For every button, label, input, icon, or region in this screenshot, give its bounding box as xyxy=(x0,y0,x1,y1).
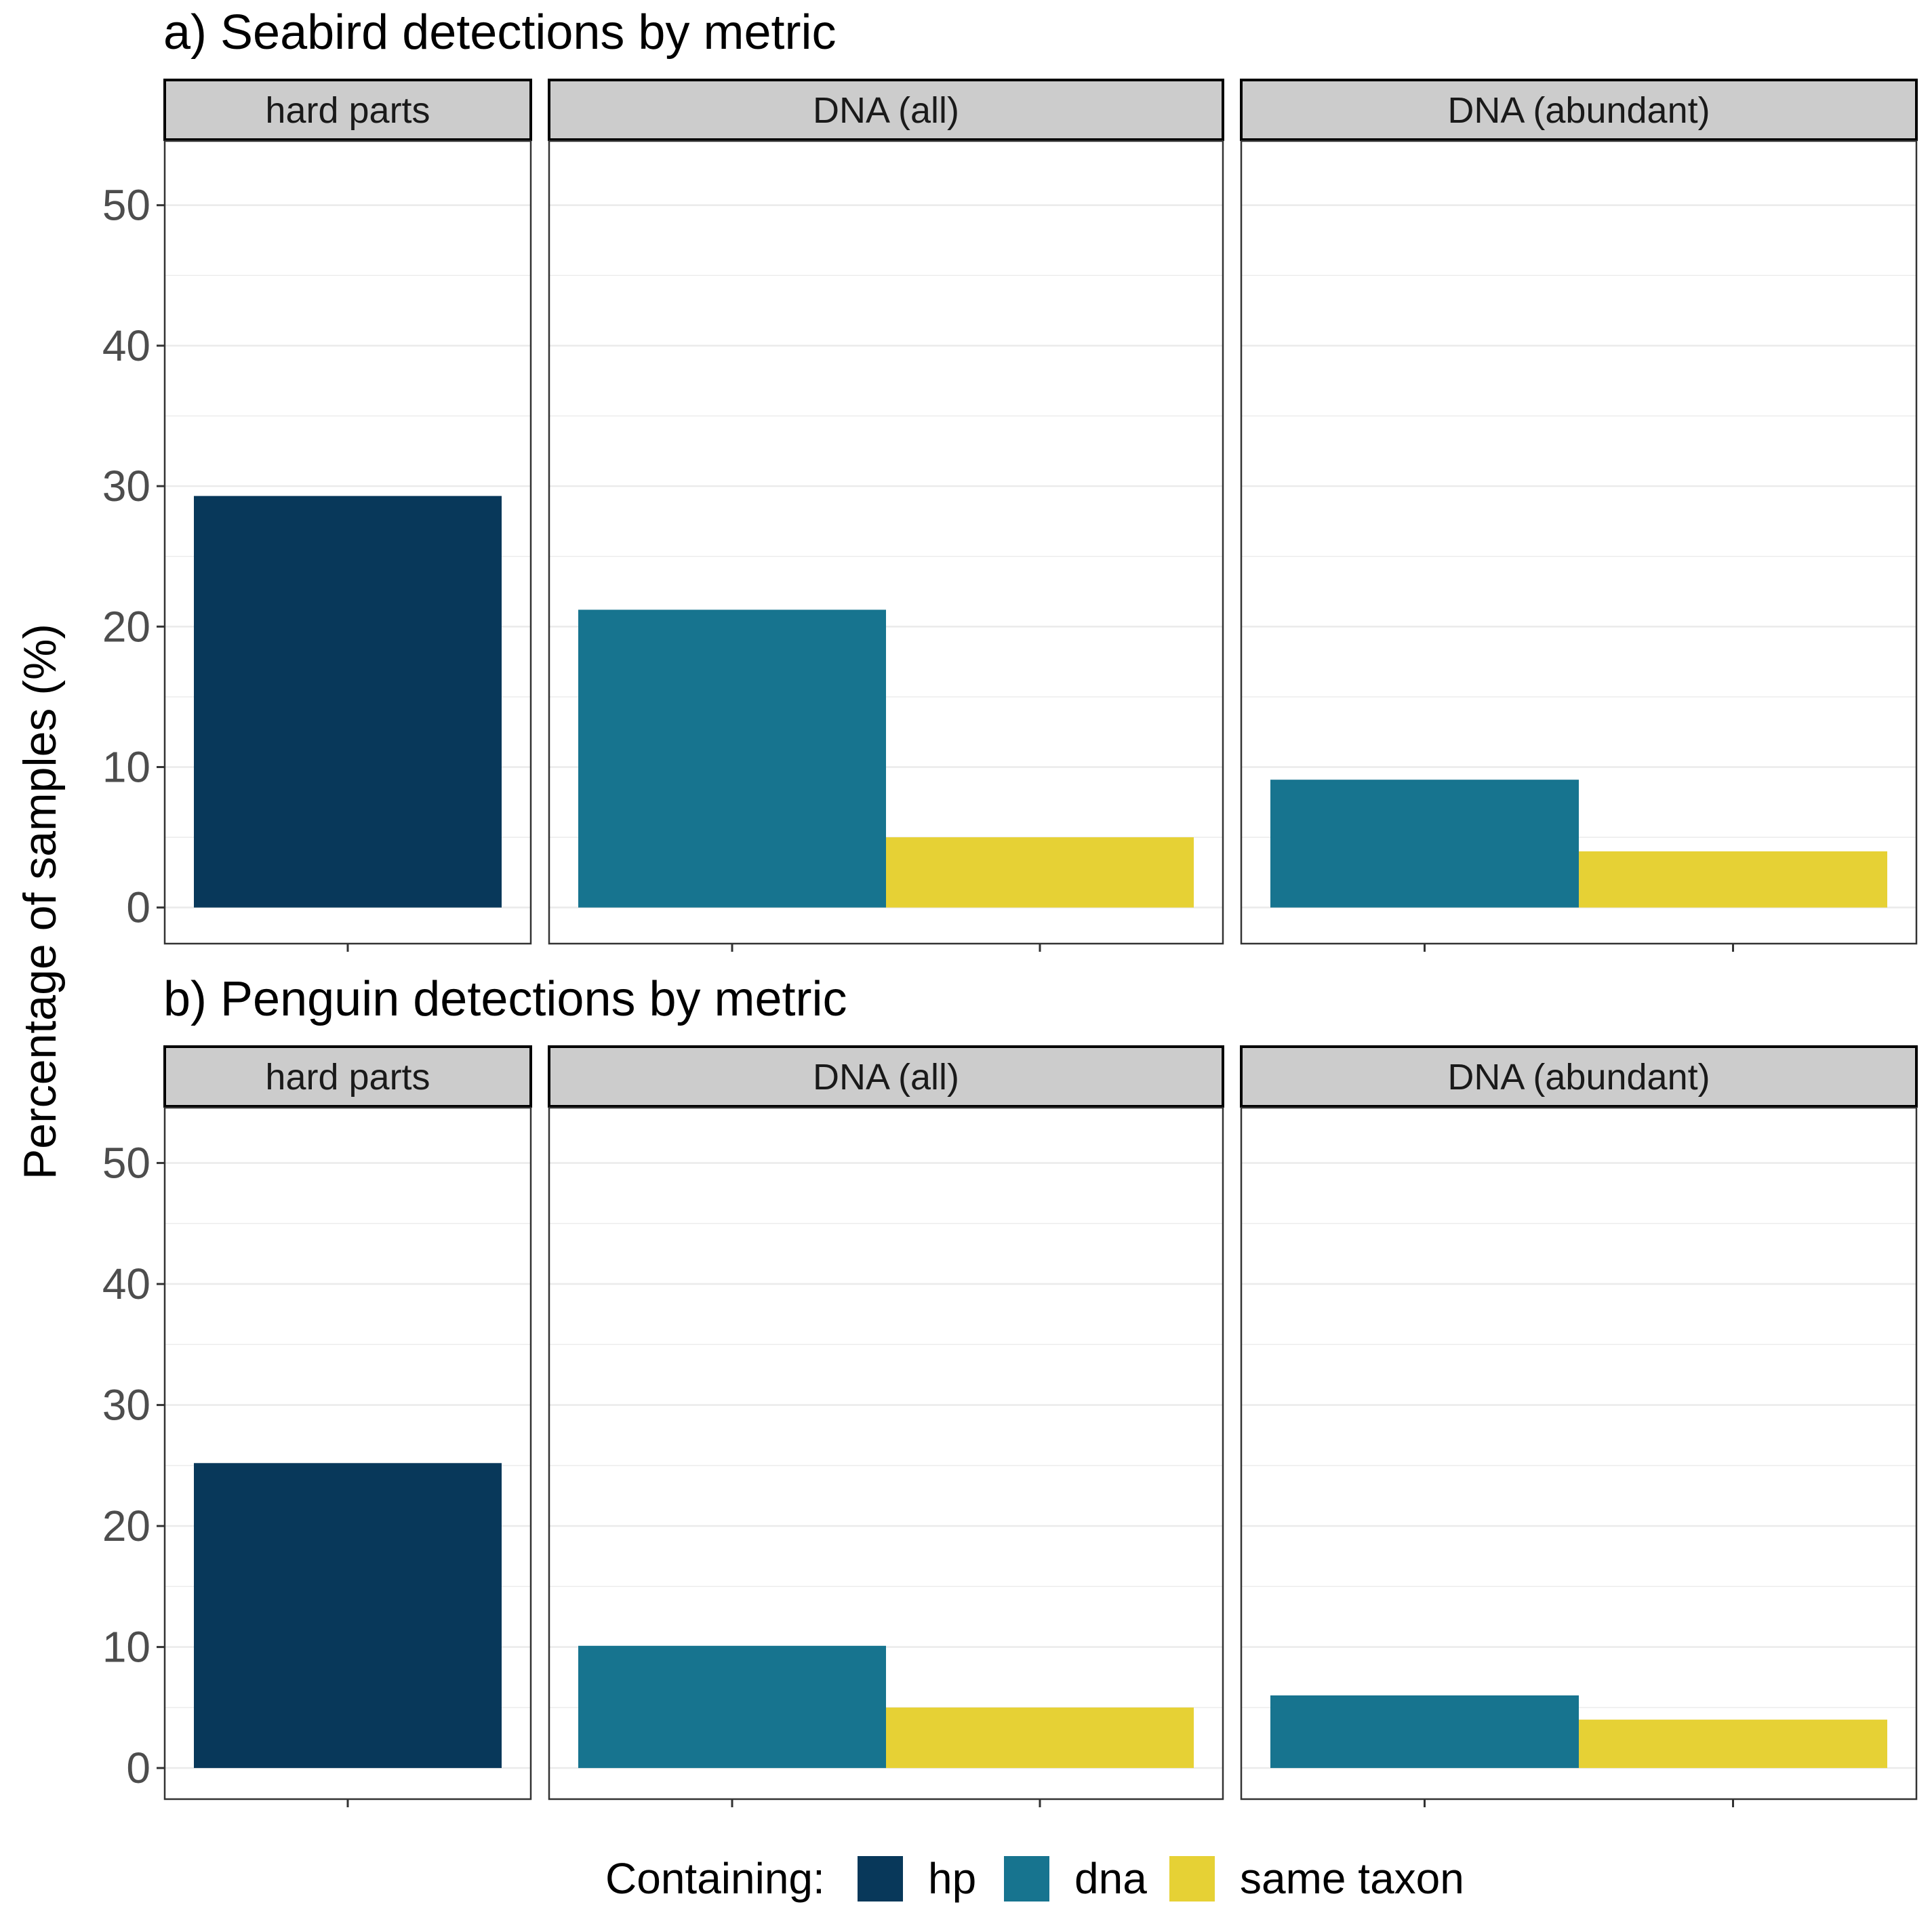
legend-key xyxy=(858,1856,903,1901)
bar-dna xyxy=(1270,780,1579,908)
legend-key xyxy=(1004,1856,1049,1901)
legend-title: Containing: xyxy=(605,1854,825,1903)
bar-same-taxon xyxy=(886,837,1194,908)
bar-dna xyxy=(578,609,886,908)
facet-strip-label: DNA (abundant) xyxy=(1447,90,1710,131)
legend-item-same-taxon: same taxon xyxy=(1169,1854,1464,1903)
facet-strip-label: DNA (abundant) xyxy=(1447,1057,1710,1098)
bar-same-taxon xyxy=(886,1707,1194,1769)
legend-label: hp xyxy=(928,1854,976,1903)
panel-border xyxy=(548,140,1224,945)
y-tick-label: 10 xyxy=(102,1623,150,1672)
y-tick-label: 40 xyxy=(102,321,150,370)
bar-dna xyxy=(578,1645,886,1769)
facet-hard-parts: hard parts xyxy=(163,1045,532,1807)
y-tick-label: 0 xyxy=(126,1744,150,1792)
chart-panels: a) Seabird detections by metric 0 10 20 30 40… xyxy=(102,5,1918,1807)
facet-strip-label: DNA (all) xyxy=(813,1057,959,1098)
chart-panel-2: b) Penguin detections by metric 0 10 20 30 40… xyxy=(102,972,1918,1807)
bar-hp xyxy=(194,496,502,908)
facet-dna-abundant: DNA (abundant) xyxy=(1240,1045,1918,1807)
panel-border xyxy=(548,1106,1224,1800)
facet-strip xyxy=(163,79,532,141)
y-tick-label: 10 xyxy=(102,743,150,792)
facet-hard-parts: hard parts xyxy=(163,79,532,952)
legend-label: dna xyxy=(1074,1854,1147,1903)
facet-strip-label: hard parts xyxy=(265,1057,430,1098)
panel-border xyxy=(1240,140,1918,945)
bar-dna xyxy=(1270,1695,1579,1769)
y-axis-title: Percentage of samples (%) xyxy=(14,624,66,1180)
panel-border xyxy=(1240,1106,1918,1800)
y-tick-label: 50 xyxy=(102,181,150,230)
legend: Containing: hp dna same taxon xyxy=(605,1854,1464,1903)
y-tick-label: 0 xyxy=(126,883,150,932)
bar-same-taxon xyxy=(1579,1719,1887,1769)
bar-hp xyxy=(194,1463,502,1769)
y-tick-label: 40 xyxy=(102,1260,150,1308)
y-tick-label: 30 xyxy=(102,462,150,510)
facet-strip-label: hard parts xyxy=(265,90,430,131)
panel-border xyxy=(163,140,532,945)
facet-dna-all: DNA (all) xyxy=(548,79,1224,952)
y-tick-label: 30 xyxy=(102,1381,150,1430)
facet-strip xyxy=(163,1045,532,1108)
y-tick-label: 50 xyxy=(102,1139,150,1188)
panel-title: b) Penguin detections by metric xyxy=(163,972,847,1026)
facet-strip xyxy=(1240,1045,1918,1108)
chart-panel-1: a) Seabird detections by metric 0 10 20 30 40… xyxy=(102,5,1918,952)
facet-strip xyxy=(548,79,1224,141)
panel-title: a) Seabird detections by metric xyxy=(163,5,836,60)
plot-background xyxy=(1241,1108,1916,1799)
panel-border xyxy=(163,1106,532,1800)
legend-item-dna: dna xyxy=(1004,1854,1147,1903)
legend-key xyxy=(1169,1856,1215,1901)
legend-label: same taxon xyxy=(1240,1854,1464,1903)
bar-same-taxon xyxy=(1579,851,1887,908)
y-tick-label: 20 xyxy=(102,1502,150,1550)
facet-dna-abundant: DNA (abundant) xyxy=(1240,79,1918,952)
facet-strip xyxy=(548,1045,1224,1108)
legend-item-hp: hp xyxy=(858,1854,976,1903)
facet-strip xyxy=(1240,79,1918,141)
facet-dna-all: DNA (all) xyxy=(548,1045,1224,1807)
facet-strip-label: DNA (all) xyxy=(813,90,959,131)
y-tick-label: 20 xyxy=(102,602,150,651)
